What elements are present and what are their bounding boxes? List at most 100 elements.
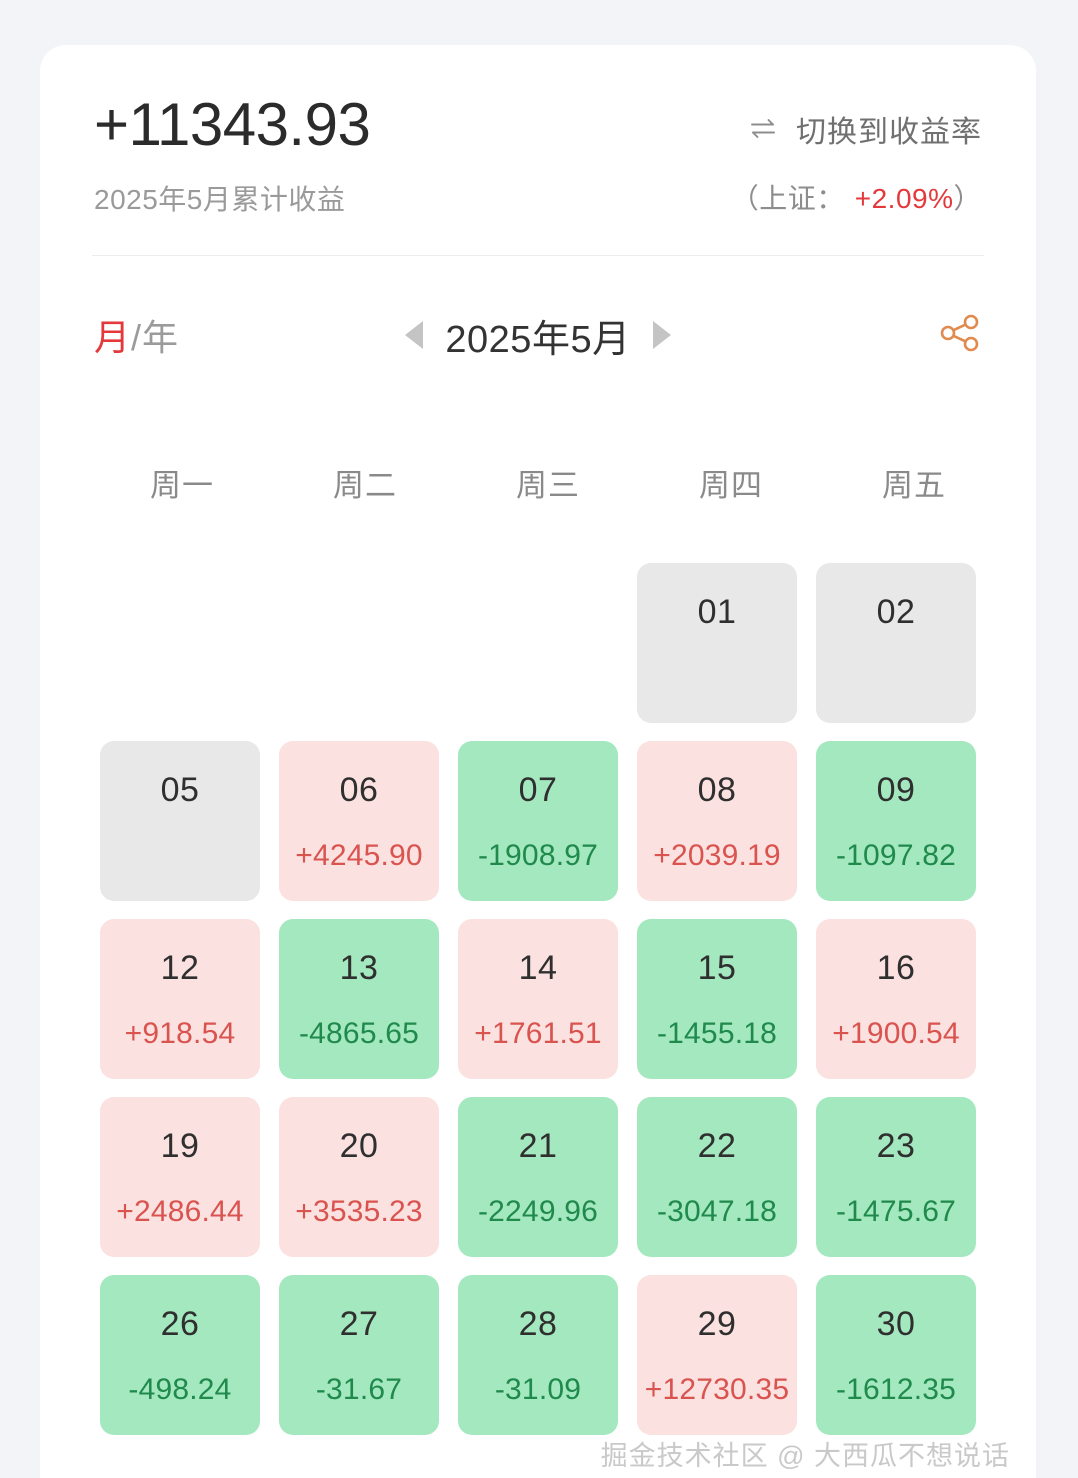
day-number: 05 <box>160 771 200 809</box>
day-number: 22 <box>697 1127 737 1165</box>
day-cell[interactable]: 30 -1612.35 <box>816 1275 976 1435</box>
day-number: 09 <box>876 771 916 809</box>
day-cell[interactable]: 06 +4245.90 <box>279 741 439 901</box>
day-profit-amount: +918.54 <box>124 1017 236 1050</box>
weekday-wed: 周三 <box>516 468 580 503</box>
market-index-suffix: ） <box>953 183 982 214</box>
day-cell[interactable]: 23 -1475.67 <box>816 1097 976 1257</box>
weekday-mon: 周一 <box>150 468 214 503</box>
day-profit-amount: -2249.96 <box>477 1195 599 1228</box>
day-cell-empty <box>458 563 618 723</box>
day-cell[interactable]: 27 -31.67 <box>279 1275 439 1435</box>
share-nodes-icon <box>934 307 986 364</box>
day-profit-amount: -1475.67 <box>835 1195 957 1228</box>
day-number: 15 <box>697 949 737 987</box>
mode-separator: / <box>131 317 143 358</box>
earnings-card: +11343.93 2025年5月累计收益 切换到收益率 <box>40 45 1036 1478</box>
day-profit-amount: -498.24 <box>128 1373 232 1406</box>
day-cell-empty <box>100 563 260 723</box>
total-profit-value: +11343.93 <box>94 91 371 158</box>
header-divider <box>92 255 984 256</box>
day-number: 19 <box>160 1127 200 1165</box>
day-cell[interactable]: 14 +1761.51 <box>458 919 618 1079</box>
day-profit-amount: -1455.18 <box>656 1017 778 1050</box>
swap-horizontal-icon <box>746 112 780 146</box>
day-number: 20 <box>339 1127 379 1165</box>
day-cell[interactable]: 13 -4865.65 <box>279 919 439 1079</box>
day-cell[interactable]: 22 -3047.18 <box>637 1097 797 1257</box>
day-profit-amount: -1908.97 <box>477 839 599 872</box>
day-profit-amount: -1097.82 <box>835 839 957 872</box>
day-profit-amount: +2486.44 <box>116 1195 244 1228</box>
day-cell[interactable]: 20 +3535.23 <box>279 1097 439 1257</box>
summary-left: +11343.93 2025年5月累计收益 <box>94 91 371 218</box>
day-profit-amount: +1761.51 <box>474 1017 602 1050</box>
day-cell-empty <box>279 563 439 723</box>
weekday-thu: 周四 <box>699 468 763 503</box>
day-cell[interactable]: 21 -2249.96 <box>458 1097 618 1257</box>
day-profit-amount: -31.67 <box>315 1373 403 1406</box>
summary-header: +11343.93 2025年5月累计收益 切换到收益率 <box>40 45 1036 255</box>
share-button[interactable] <box>930 305 990 365</box>
day-number: 14 <box>518 949 558 987</box>
day-number: 26 <box>160 1305 200 1343</box>
day-number: 27 <box>339 1305 379 1343</box>
day-cell[interactable]: 08 +2039.19 <box>637 741 797 901</box>
calendar-grid: 01 02 05 06 +4245.90 07 -1908.97 08 +2039.19 09 -1… <box>100 563 996 1435</box>
day-cell[interactable]: 12 +918.54 <box>100 919 260 1079</box>
triangle-left-icon[interactable] <box>405 321 424 349</box>
day-cell[interactable]: 19 +2486.44 <box>100 1097 260 1257</box>
day-profit-amount: -4865.65 <box>298 1017 420 1050</box>
day-profit-amount: +4245.90 <box>295 839 423 872</box>
day-profit-amount: -31.09 <box>494 1373 582 1406</box>
summary-right: 切换到收益率 （上证： +2.09%） <box>731 93 982 217</box>
day-number: 02 <box>876 593 916 631</box>
day-cell[interactable]: 29 +12730.35 <box>637 1275 797 1435</box>
calendar-toolbar: 月/年 2025年5月 <box>40 285 1036 385</box>
day-profit-amount: +2039.19 <box>653 839 781 872</box>
day-number: 12 <box>160 949 200 987</box>
day-number: 21 <box>518 1127 558 1165</box>
day-number: 23 <box>876 1127 916 1165</box>
switch-to-rate-label: 切换到收益率 <box>796 116 982 149</box>
day-cell[interactable]: 28 -31.09 <box>458 1275 618 1435</box>
day-number: 16 <box>876 949 916 987</box>
day-number: 30 <box>876 1305 916 1343</box>
triangle-right-icon[interactable] <box>652 321 671 349</box>
weekday-tue: 周二 <box>333 468 397 503</box>
day-cell[interactable]: 02 <box>816 563 976 723</box>
day-number: 13 <box>339 949 379 987</box>
day-cell[interactable]: 07 -1908.97 <box>458 741 618 901</box>
day-number: 01 <box>697 593 737 631</box>
day-number: 29 <box>697 1305 737 1343</box>
switch-to-rate-button[interactable]: 切换到收益率 <box>731 107 982 151</box>
weekday-header: 周一 周二 周三 周四 周五 <box>100 460 996 505</box>
day-profit-amount: -3047.18 <box>656 1195 778 1228</box>
mode-month-option[interactable]: 月 <box>94 317 132 358</box>
weekday-fri: 周五 <box>882 468 946 503</box>
day-cell[interactable]: 05 <box>100 741 260 901</box>
market-index-prefix: （上证： <box>730 183 845 214</box>
day-profit-amount: +12730.35 <box>644 1373 790 1406</box>
day-cell[interactable]: 09 -1097.82 <box>816 741 976 901</box>
day-profit-amount: +1900.54 <box>832 1017 960 1050</box>
day-profit-amount: +3535.23 <box>295 1195 423 1228</box>
market-index-row: （上证： +2.09%） <box>731 177 982 217</box>
day-number: 07 <box>518 771 558 809</box>
day-cell[interactable]: 15 -1455.18 <box>637 919 797 1079</box>
total-profit-caption: 2025年5月累计收益 <box>94 184 346 215</box>
period-navigator: 2025年5月 <box>40 308 1036 363</box>
period-mode-toggle[interactable]: 月/年 <box>94 309 179 361</box>
day-cell[interactable]: 16 +1900.54 <box>816 919 976 1079</box>
day-profit-amount: -1612.35 <box>835 1373 957 1406</box>
day-number: 06 <box>339 771 379 809</box>
market-index-value: +2.09% <box>854 183 954 214</box>
watermark: 掘金技术社区 @ 大西瓜不想说话 <box>600 1441 1010 1471</box>
day-number: 08 <box>697 771 737 809</box>
day-number: 28 <box>518 1305 558 1343</box>
day-cell[interactable]: 01 <box>637 563 797 723</box>
current-period-label: 2025年5月 <box>445 318 631 361</box>
day-cell[interactable]: 26 -498.24 <box>100 1275 260 1435</box>
mode-year-option[interactable]: 年 <box>142 317 180 358</box>
